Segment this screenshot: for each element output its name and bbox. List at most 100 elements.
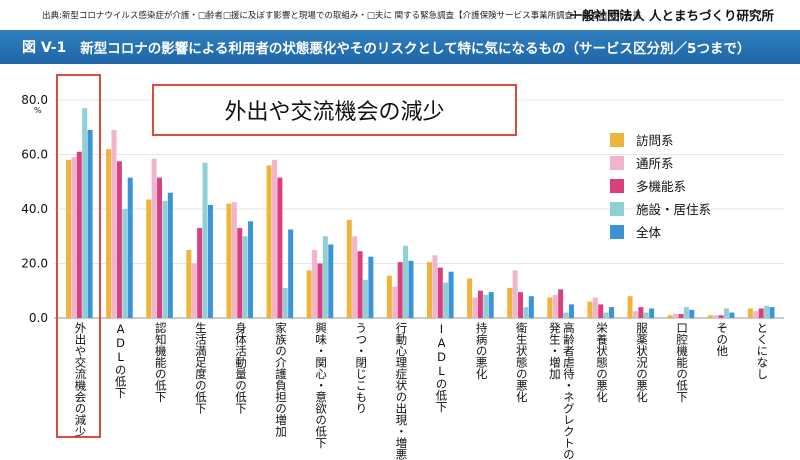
x-tick-label: 衛生状態の悪化 [514, 322, 529, 403]
legend-label: 通所系 [636, 156, 674, 171]
bar [242, 236, 248, 318]
bar [151, 158, 157, 318]
bar [769, 307, 775, 318]
bar [467, 278, 473, 318]
bar [111, 129, 117, 318]
bar [226, 203, 232, 318]
bar [592, 297, 598, 318]
legend-swatch [610, 178, 624, 193]
y-unit-label: % [34, 106, 42, 115]
bar [122, 209, 128, 318]
bar [346, 219, 352, 318]
y-tick-label: 20.0 [21, 257, 48, 271]
x-tick-label: 認知機能の低下 [153, 322, 168, 403]
bar [157, 177, 163, 318]
bar [266, 165, 272, 318]
callout-box: 外出や交流機会の減少 [152, 84, 517, 136]
bar [523, 307, 529, 318]
legend-label: 多機能系 [636, 179, 687, 194]
bar [306, 270, 312, 318]
x-tick-label: 口腔機能の低下 [675, 322, 690, 403]
bar [392, 286, 398, 318]
bar [673, 313, 679, 318]
chart-legend: 訪問系通所系多機能系施設・居住系 全体 [610, 128, 711, 243]
x-tick-label: 栄養状態の悪化 [594, 322, 609, 403]
y-tick-label: 40.0 [21, 202, 48, 216]
bar [678, 313, 684, 318]
legend-swatch [610, 155, 624, 170]
x-tick-label: 高齢者虐待・ネグレクトの [561, 322, 576, 460]
y-tick-label: 0.0 [29, 311, 48, 325]
bar [186, 249, 192, 318]
bar [162, 200, 168, 318]
x-tick-label: 行動心理症状の出現・増悪 [394, 322, 409, 460]
organization-name: 一般社団法人 人とまちづくり研究所 [569, 8, 774, 23]
bar [558, 289, 564, 318]
x-tick-label: うつ・閉じこもり [354, 322, 369, 414]
bar [322, 236, 328, 318]
bar [437, 267, 443, 318]
bar [632, 311, 638, 318]
highlight-box [56, 74, 101, 438]
bar [76, 151, 82, 318]
bar [427, 262, 432, 318]
legend-swatch [610, 201, 624, 216]
bar [518, 292, 524, 318]
legend-label: 訪問系 [636, 133, 674, 148]
bar [547, 297, 553, 318]
bar [191, 263, 197, 318]
bar [649, 308, 655, 318]
bar [609, 307, 615, 318]
bar [667, 315, 673, 318]
x-tick-label: 持病の悪化 [474, 322, 489, 380]
bar [707, 315, 713, 318]
x-tick-label: 生活満足度の低下 [193, 322, 208, 414]
bar [403, 245, 409, 318]
bar [66, 159, 71, 318]
bar [106, 149, 112, 318]
bar [643, 312, 649, 318]
bar [507, 288, 513, 318]
bar [127, 177, 133, 318]
x-tick-label: 外出や交流機会の減少 [73, 322, 88, 437]
bar [713, 315, 719, 318]
x-tick-label: その他 [715, 322, 730, 357]
legend-item: 多機能系 [610, 174, 711, 197]
x-tick-label: ADLの低下 [113, 322, 128, 399]
legend-item: 施設・居住系 [610, 197, 711, 220]
bar [568, 304, 574, 318]
bar [488, 292, 494, 318]
bar [146, 199, 152, 318]
legend-item: 全体 [610, 220, 711, 243]
bar [167, 192, 173, 318]
bar [288, 229, 294, 318]
y-tick-label: 80.0 [21, 93, 48, 107]
figure-title: 新型コロナの影響による利用者の状態悪化やそのリスクとして特に気になるもの（サービ… [80, 41, 751, 57]
bar [764, 305, 770, 318]
bar [638, 307, 644, 318]
bar [729, 312, 735, 318]
bar [598, 304, 604, 318]
bar [627, 296, 633, 318]
bar [312, 249, 318, 318]
bar [282, 288, 288, 318]
figure-number: 図 V-1 [22, 40, 67, 56]
bar [237, 228, 243, 318]
figure-title-bar: 図 V-1 新型コロナの影響による利用者の状態悪化やそのリスクとして特に気になる… [0, 30, 800, 64]
bar [277, 177, 283, 318]
bar [317, 263, 323, 318]
bar [528, 296, 534, 318]
bar [248, 221, 254, 318]
bar [386, 275, 392, 318]
bar [689, 309, 695, 318]
x-tick-label: とくになし [755, 322, 770, 380]
bar [432, 255, 438, 318]
bar [362, 279, 368, 318]
legend-item: 通所系 [610, 151, 711, 174]
x-tick-label: IADLの低下 [434, 322, 449, 413]
bar [357, 251, 363, 318]
legend-label: 施設・居住系 [636, 202, 712, 217]
x-tick-label: 発生・増加 [547, 322, 562, 380]
legend-label: 全体 [636, 225, 662, 240]
bar [448, 271, 454, 318]
